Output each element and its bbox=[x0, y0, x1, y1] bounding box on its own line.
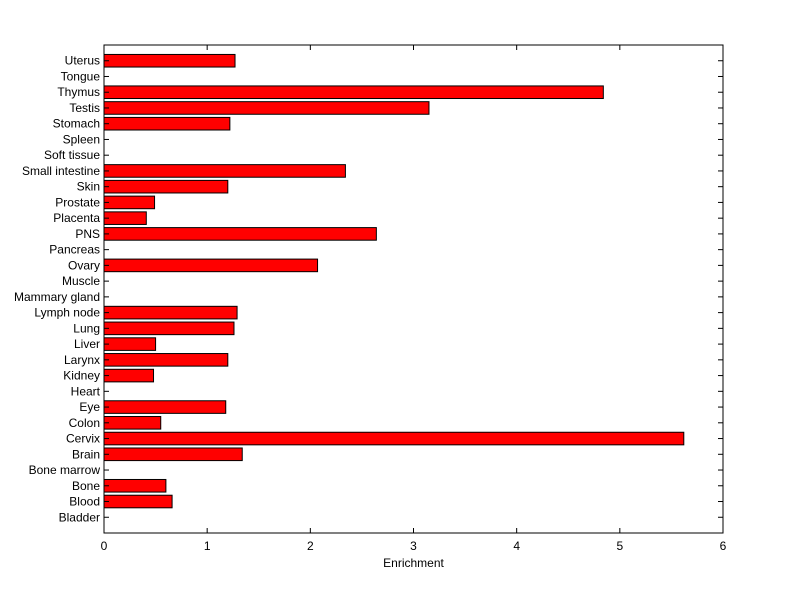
y-tick-label: Pancreas bbox=[49, 243, 100, 257]
x-tick-label: 1 bbox=[204, 539, 211, 553]
x-tick-label: 0 bbox=[101, 539, 108, 553]
x-tick-label: 5 bbox=[616, 539, 623, 553]
y-tick-label: Larynx bbox=[64, 353, 100, 367]
bar-uterus bbox=[103, 53, 236, 68]
y-tick-label: Colon bbox=[69, 416, 100, 430]
y-tick-label: Stomach bbox=[53, 117, 100, 131]
bar-lung bbox=[103, 321, 235, 336]
bar-blood bbox=[103, 494, 173, 509]
x-tick-label: 6 bbox=[720, 539, 727, 553]
bar-cervix bbox=[103, 431, 685, 446]
y-tick-label: Liver bbox=[74, 337, 100, 351]
bar-prostate bbox=[103, 195, 156, 210]
x-axis-label: Enrichment bbox=[383, 556, 444, 570]
y-tick-label: Lung bbox=[73, 321, 100, 335]
bar-eye bbox=[103, 400, 227, 414]
y-tick-label: PNS bbox=[75, 227, 100, 241]
y-tick-label: Bladder bbox=[59, 510, 100, 524]
bar-colon bbox=[103, 416, 162, 430]
y-tick-label: Kidney bbox=[63, 369, 100, 383]
bar-testis bbox=[103, 101, 430, 115]
x-tick-label: 4 bbox=[513, 539, 520, 553]
y-tick-label: Testis bbox=[69, 101, 100, 115]
bar-placenta bbox=[103, 211, 147, 225]
y-tick-label: Cervix bbox=[66, 432, 100, 446]
y-tick-label: Eye bbox=[79, 400, 100, 414]
y-tick-label: Heart bbox=[71, 384, 101, 398]
x-tick-label: 3 bbox=[410, 539, 417, 553]
y-tick-label: Tongue bbox=[61, 69, 101, 83]
bar-small-intestine bbox=[103, 164, 346, 178]
y-tick-label: Small intestine bbox=[22, 164, 100, 178]
bar-larynx bbox=[103, 353, 229, 367]
y-tick-label: Blood bbox=[69, 495, 100, 509]
y-tick-label: Muscle bbox=[62, 274, 100, 288]
y-tick-label: Thymus bbox=[57, 85, 100, 99]
bar-skin bbox=[103, 179, 229, 194]
bar-ovary bbox=[103, 258, 319, 273]
y-tick-label: Brain bbox=[72, 447, 100, 461]
bar-thymus bbox=[103, 85, 604, 100]
y-tick-label: Bone marrow bbox=[29, 463, 101, 477]
y-tick-label: Placenta bbox=[53, 211, 100, 225]
y-tick-label: Uterus bbox=[65, 54, 100, 68]
y-tick-label: Ovary bbox=[68, 258, 100, 272]
bar-kidney bbox=[103, 368, 155, 383]
y-tick-label: Mammary gland bbox=[14, 290, 100, 304]
bar-bone bbox=[103, 478, 167, 493]
bar-stomach bbox=[103, 116, 231, 131]
y-tick-label: Soft tissue bbox=[44, 148, 100, 162]
y-tick-label: Lymph node bbox=[34, 306, 100, 320]
x-axis: 0 1 2 3 4 5 6 bbox=[101, 45, 727, 553]
bar-liver bbox=[103, 337, 157, 351]
bars-group bbox=[103, 53, 685, 509]
bar-lymph-node bbox=[103, 305, 238, 320]
bar-pns bbox=[103, 227, 377, 241]
y-tick-label: Skin bbox=[77, 180, 100, 194]
y-tick-label: Spleen bbox=[63, 132, 100, 146]
y-tick-label: Prostate bbox=[55, 195, 100, 209]
y-tick-label: Bone bbox=[72, 479, 100, 493]
x-tick-label: 2 bbox=[307, 539, 314, 553]
bar-brain bbox=[103, 447, 243, 462]
